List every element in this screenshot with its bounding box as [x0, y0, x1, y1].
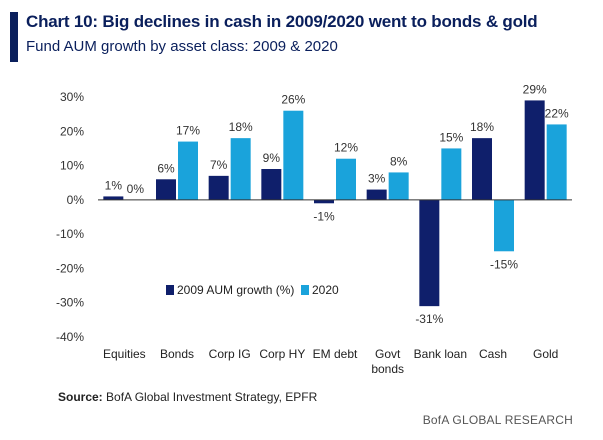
- brand-label: BofA GLOBAL RESEARCH: [422, 413, 573, 427]
- data-label: 18%: [229, 120, 253, 134]
- y-tick-label: 0%: [67, 193, 85, 207]
- y-tick-label: -10%: [56, 227, 84, 241]
- data-label: 22%: [545, 106, 569, 120]
- bar-2009: [472, 138, 492, 200]
- bar-2009: [208, 175, 229, 200]
- legend-label: 2020: [312, 283, 339, 297]
- bar-2020: [230, 138, 251, 200]
- data-label: 15%: [439, 130, 463, 144]
- legend-swatch-2009: [166, 285, 174, 295]
- bar-2009: [524, 100, 545, 200]
- x-tick-label: Gold: [533, 347, 558, 361]
- source-text: BofA Global Investment Strategy, EPFR: [106, 390, 318, 404]
- x-tick-label: Govt: [375, 347, 401, 361]
- title-accent-bar: [10, 12, 18, 62]
- y-tick-label: -30%: [56, 296, 84, 310]
- x-tick-label: Equities: [103, 347, 146, 361]
- bar-2020: [336, 158, 356, 200]
- x-tick-label: Bank loan: [414, 347, 467, 361]
- bar-2020: [283, 110, 304, 200]
- y-tick-label: -20%: [56, 261, 84, 275]
- y-tick-label: 10%: [60, 159, 84, 173]
- chart-subtitle: Fund AUM growth by asset class: 2009 & 2…: [26, 38, 338, 55]
- data-label: 12%: [334, 141, 358, 155]
- legend-swatch-2020: [301, 285, 309, 295]
- bar-2020: [178, 141, 198, 200]
- bar-2009: [419, 199, 440, 307]
- bar-2009: [103, 196, 124, 200]
- bar-2009: [261, 169, 282, 200]
- legend-label: 2009 AUM growth (%): [177, 283, 294, 297]
- data-label: -31%: [415, 312, 443, 326]
- bar-2009: [366, 189, 387, 200]
- y-tick-label: 30%: [60, 90, 84, 104]
- data-label: 6%: [157, 161, 175, 175]
- bar-2020: [441, 148, 462, 200]
- x-tick-label: Cash: [479, 347, 507, 361]
- data-label: 1%: [105, 178, 123, 192]
- data-label: 8%: [390, 154, 408, 168]
- x-tick-label: Corp HY: [259, 347, 305, 361]
- bar-2020: [388, 172, 409, 200]
- source-label: Source:: [58, 390, 103, 404]
- bar-2009: [156, 179, 176, 200]
- bar-2020: [494, 199, 514, 252]
- data-label: 0%: [127, 182, 145, 196]
- y-tick-label: 20%: [60, 124, 84, 138]
- x-tick-label: Bonds: [160, 347, 194, 361]
- x-tick-label: EM debt: [313, 347, 358, 361]
- data-label: 3%: [368, 172, 386, 186]
- data-label: 7%: [210, 158, 228, 172]
- data-label: 26%: [281, 93, 305, 107]
- bar-2009: [314, 199, 334, 204]
- x-tick-label: bonds: [371, 362, 404, 376]
- data-label: 18%: [470, 120, 494, 134]
- x-tick-label: Corp IG: [209, 347, 251, 361]
- data-label: 9%: [263, 151, 281, 165]
- data-label: -1%: [313, 209, 335, 223]
- source-note: Source: BofA Global Investment Strategy,…: [58, 390, 317, 404]
- y-tick-label: -40%: [56, 330, 84, 344]
- data-label: -15%: [490, 257, 518, 271]
- chart-title: Chart 10: Big declines in cash in 2009/2…: [26, 12, 538, 31]
- bar-2020: [546, 124, 567, 200]
- data-label: 17%: [176, 124, 200, 138]
- data-label: 29%: [523, 82, 547, 96]
